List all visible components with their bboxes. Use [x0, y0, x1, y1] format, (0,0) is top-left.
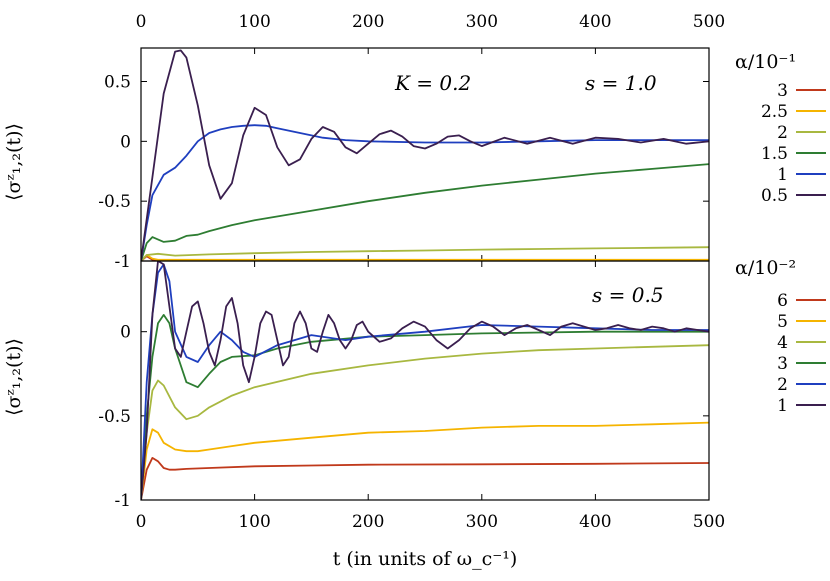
series-line-2: [141, 246, 709, 261]
y-tick-label: 0: [120, 323, 131, 343]
y-tick-label: -0.5: [98, 407, 131, 427]
legend-label: 3: [777, 354, 788, 374]
x-tick-label: 400: [579, 512, 611, 532]
series-line-3: [141, 314, 709, 500]
legend-title-top: α/10⁻¹: [735, 51, 796, 73]
x-tick-label: 500: [693, 512, 725, 532]
series-line-2.5: [141, 254, 709, 261]
legend-label: 2: [777, 123, 788, 143]
series-line-1.5: [141, 163, 709, 261]
top-panel: -1 -0.5 0 0.5: [98, 47, 710, 272]
legend-label: 2: [777, 375, 788, 395]
legend-label: 2.5: [761, 102, 788, 122]
legend-label: 0.5: [761, 186, 788, 206]
bottom-panel: 0 100 200 300 400 500 -1 -0.5 0: [98, 260, 725, 532]
series-line-0.5: [141, 49, 709, 261]
annotation-k: K = 0.2: [394, 71, 471, 95]
annotation-s-bottom: s = 0.5: [592, 283, 664, 307]
legend-label: 1: [777, 396, 788, 416]
series-line-4: [141, 344, 709, 500]
y-tick-label: -1: [114, 491, 131, 511]
legend-top: 32.521.510.5: [761, 81, 826, 206]
x-axis-label: t (in units of ω_c⁻¹): [333, 548, 518, 570]
series-line-1: [141, 261, 709, 500]
legend-label: 1: [777, 165, 788, 185]
legend-label: 4: [777, 333, 788, 353]
x-tick-label: 300: [466, 512, 498, 532]
x-tick-label: 100: [238, 512, 270, 532]
legend-label: 3: [777, 81, 788, 101]
plot-frame: [140, 260, 710, 501]
top-tick-400: 400: [579, 12, 611, 32]
series-line-5: [141, 421, 709, 500]
y-tick-label: 0.5: [104, 73, 131, 93]
top-tick-200: 200: [352, 12, 384, 32]
legend-title-bottom: α/10⁻²: [735, 257, 796, 279]
top-tick-500: 500: [693, 12, 725, 32]
y-tick-label: 0: [120, 132, 131, 152]
series-line-6: [141, 457, 709, 500]
legend-label: 5: [777, 312, 788, 332]
bottom-panel-ylabel: ⟨σᶻ₁,₂(t)⟩: [3, 338, 25, 416]
legend-label: 1.5: [761, 144, 788, 164]
annotation-s-top: s = 1.0: [585, 71, 657, 95]
top-axis-tick-labels: 0 100 200 300 400 500: [136, 12, 726, 32]
x-tick-label: 0: [136, 512, 147, 532]
x-tick-label: 200: [352, 512, 384, 532]
y-tick-label: -0.5: [98, 192, 131, 212]
legend-label: 6: [777, 291, 788, 311]
top-tick-0: 0: [136, 12, 147, 32]
top-panel-ylabel: ⟨σᶻ₁,₂(t)⟩: [3, 123, 25, 201]
y-tick-label: -1: [114, 252, 131, 272]
top-tick-100: 100: [238, 12, 270, 32]
top-tick-300: 300: [466, 12, 498, 32]
